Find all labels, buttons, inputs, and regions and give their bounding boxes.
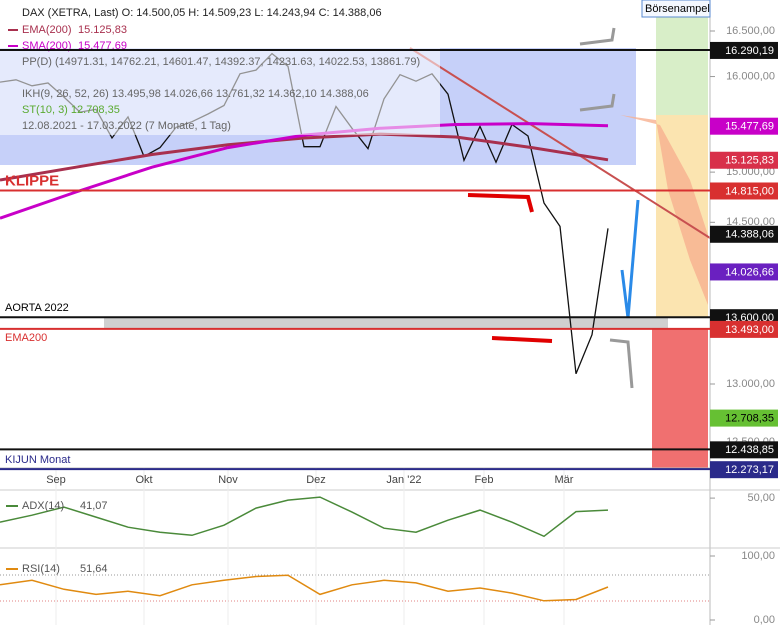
level-label: 15.125,83 — [725, 155, 774, 167]
level-text: KIJUN Monat — [5, 454, 70, 466]
signal-box — [641, 0, 711, 18]
level-label: 14.815,00 — [725, 185, 774, 197]
legend-extra: 12.08.2021 - 17.03.2022 (7 Monate, 1 Tag… — [22, 120, 231, 132]
legend-name: SMA(200) — [22, 40, 72, 52]
level-label: 15.477,69 — [725, 121, 774, 133]
legend-name: RSI(14) — [22, 563, 60, 575]
level-label: 16.290,19 — [725, 45, 774, 57]
level-label: 14.026,66 — [725, 266, 774, 278]
trendline — [409, 47, 711, 239]
series-line — [0, 132, 609, 182]
y-tick-label: 16.000,00 — [726, 70, 775, 82]
y-tick-label: 15.000,00 — [726, 166, 775, 178]
legend-value: 41,07 — [80, 500, 108, 512]
level-label: 13.493,00 — [725, 324, 774, 336]
level-label: 12.273,17 — [725, 464, 774, 476]
legend-header: DAX (XETRA, Last) O: 14.500,05 H: 14.509… — [22, 7, 382, 19]
level-box — [710, 225, 778, 243]
level-text: AORTA 2022 — [5, 302, 69, 314]
legend-extra: ST(10, 3) 12.708,35 — [22, 104, 120, 116]
series-line — [0, 496, 609, 538]
y-tick-label: 16.500,00 — [726, 25, 775, 37]
level-label: 14.388,06 — [725, 229, 774, 241]
level-box — [710, 441, 778, 459]
y-tick-label: 14.500,00 — [726, 216, 775, 228]
legend-extra: IKH(9, 26, 52, 26) 13.495,98 14.026,66 1… — [22, 88, 369, 100]
level-box — [710, 461, 778, 479]
x-tick-label: Nov — [218, 474, 238, 486]
legend-extra: PP(D) (14971.31, 14762.21, 14601.47, 143… — [22, 56, 420, 68]
level-text: EMA200 — [5, 332, 47, 344]
level-label: 12.708,35 — [725, 413, 774, 425]
level-text: KLIPPE — [5, 172, 59, 189]
level-label: 12.438,85 — [725, 444, 774, 456]
signal-red — [652, 328, 708, 468]
y-tick-label: 100,00 — [741, 550, 775, 562]
y-tick-label: 50,00 — [747, 492, 775, 504]
red-arrow — [467, 193, 534, 213]
y-tick-label: 13.000,00 — [726, 378, 775, 390]
level-box — [710, 41, 778, 59]
legend-bg — [0, 0, 440, 135]
x-tick-label: Feb — [475, 474, 494, 486]
level-box — [710, 151, 778, 169]
level-box — [710, 409, 778, 427]
x-tick-label: Okt — [135, 474, 152, 486]
level-box — [710, 182, 778, 200]
grey-band — [104, 318, 668, 328]
series-line — [0, 574, 609, 602]
signal-green — [656, 0, 708, 115]
legend-name: EMA(200) — [22, 24, 72, 36]
level-box — [710, 117, 778, 135]
signal-label: Börsenampel — [645, 3, 710, 15]
legend-value: 15.477,69 — [78, 40, 127, 52]
x-tick-label: Mär — [555, 474, 574, 486]
level-box — [710, 320, 778, 338]
grey-arrow — [579, 93, 616, 112]
legend-name: ADX(14) — [22, 500, 64, 512]
red-arrow — [491, 336, 553, 343]
legend-value: 15.125,83 — [78, 24, 127, 36]
x-tick-label: Dez — [306, 474, 326, 486]
cloud-future — [620, 115, 708, 305]
level-box — [710, 263, 778, 281]
x-tick-label: Jan '22 — [386, 474, 421, 486]
series-line — [0, 122, 609, 220]
grey-arrow — [579, 27, 616, 46]
y-tick-label: 0,00 — [754, 614, 775, 625]
x-tick-label: Sep — [46, 474, 66, 486]
grey-arrow — [609, 338, 634, 389]
legend-value: 51,64 — [80, 563, 108, 575]
